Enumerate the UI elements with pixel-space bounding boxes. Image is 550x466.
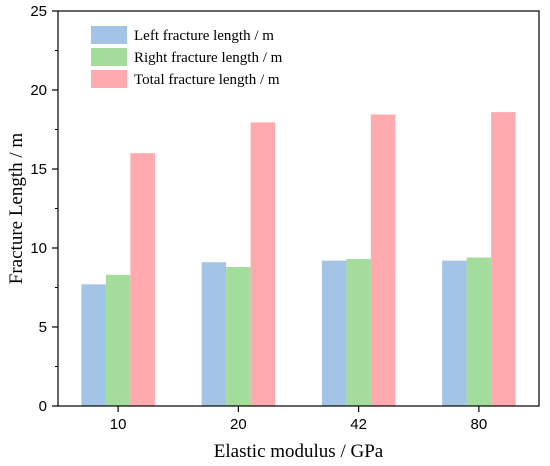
y-tick-label: 20 — [30, 82, 47, 99]
legend-swatch-3 — [91, 70, 127, 88]
legend-label-3: Total fracture length / m — [134, 72, 280, 88]
bar-1-20 — [201, 262, 227, 406]
y-axis-ticks: 0 5 10 15 20 25 — [30, 3, 58, 415]
x-axis-title: Elastic modulus / GPa — [214, 441, 384, 462]
x-tick-label: 20 — [230, 416, 247, 433]
legend-label-1: Left fracture length / m — [134, 28, 274, 44]
bar-1-80 — [442, 260, 467, 406]
x-tick-label: 80 — [471, 416, 488, 433]
bar-3-10 — [130, 153, 155, 406]
y-tick-label: 10 — [30, 240, 47, 257]
bar-2-42 — [346, 259, 371, 406]
y-tick-label: 25 — [30, 3, 47, 20]
bar-3-42 — [370, 114, 396, 407]
legend-swatch-2 — [91, 48, 127, 66]
y-tick-label: 5 — [39, 319, 47, 336]
legend-label-2: Right fracture length / m — [134, 50, 283, 66]
bar-1-10 — [81, 284, 106, 406]
x-tick-label: 42 — [350, 416, 367, 433]
bar-2-10 — [105, 274, 131, 406]
x-axis-ticks: 10 20 42 80 — [110, 406, 487, 433]
y-tick-label: 0 — [39, 398, 47, 415]
bars-layer — [81, 112, 516, 407]
x-tick-label: 10 — [110, 416, 127, 433]
y-tick-label: 15 — [30, 161, 47, 178]
legend-swatch-1 — [91, 26, 127, 44]
bar-2-20 — [226, 266, 251, 406]
bar-2-80 — [466, 257, 492, 406]
legend: Left fracture length / m Right fracture l… — [91, 26, 283, 88]
bar-3-80 — [491, 112, 516, 407]
y-axis-title: Fracture Length / m — [6, 133, 27, 285]
bar-1-42 — [321, 260, 347, 406]
bar-3-20 — [250, 122, 276, 406]
